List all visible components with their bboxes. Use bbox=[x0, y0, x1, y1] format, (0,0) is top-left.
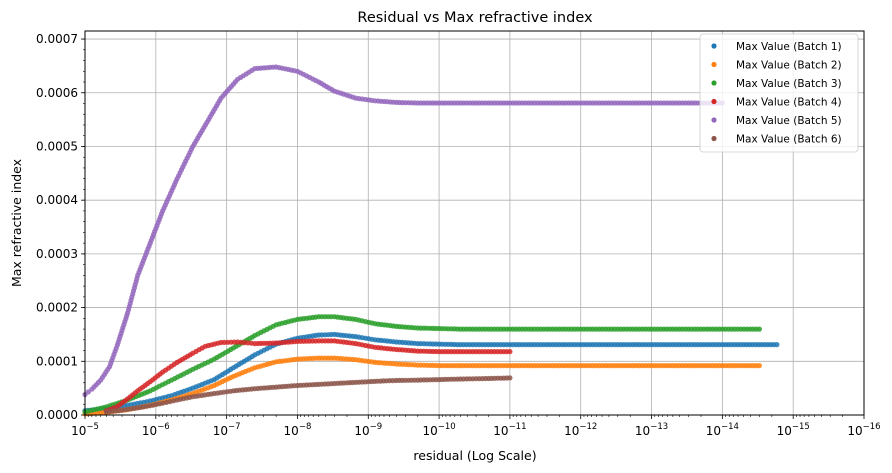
x-tick-label: 10−12 bbox=[564, 422, 597, 438]
x-tick-label: 10−8 bbox=[284, 422, 312, 438]
series-6 bbox=[103, 375, 513, 415]
data-point bbox=[756, 363, 763, 369]
legend-label: Max Value (Batch 1) bbox=[736, 41, 842, 53]
legend-box bbox=[699, 33, 859, 153]
y-tick-label: 0.0004 bbox=[36, 193, 78, 207]
y-tick-label: 0.0002 bbox=[36, 301, 78, 315]
series-3 bbox=[82, 314, 763, 415]
y-tick-label: 0.0007 bbox=[36, 32, 78, 46]
y-tick-label: 0.0001 bbox=[36, 354, 78, 368]
data-point bbox=[756, 326, 763, 332]
x-axis-label: residual (Log Scale) bbox=[413, 448, 536, 463]
legend-marker bbox=[711, 135, 717, 142]
y-tick-label: 0.0005 bbox=[36, 139, 78, 153]
legend-label: Max Value (Batch 6) bbox=[736, 134, 842, 146]
legend-marker bbox=[711, 61, 717, 68]
plot-area bbox=[82, 64, 780, 417]
x-tick-label: 10−6 bbox=[142, 422, 170, 438]
y-tick-label: 0.0000 bbox=[36, 408, 78, 422]
y-tick-label: 0.0003 bbox=[36, 247, 78, 261]
series-5 bbox=[82, 64, 726, 398]
legend-marker bbox=[711, 43, 717, 49]
x-tick-label: 10−16 bbox=[847, 422, 880, 438]
legend-label: Max Value (Batch 4) bbox=[736, 97, 842, 109]
data-point bbox=[507, 375, 513, 381]
data-point bbox=[507, 349, 513, 355]
x-axis: 10−5 10−6 10−7 10−8 10−9 10−10 10−11 10−12 10−13… bbox=[71, 415, 881, 438]
legend-label: Max Value (Batch 3) bbox=[736, 78, 842, 90]
x-tick-label: 10−9 bbox=[354, 422, 382, 438]
legend: Max Value (Batch 1) Max Value (Batch 2) Ma… bbox=[699, 33, 859, 153]
x-tick-label: 10−7 bbox=[213, 422, 241, 438]
x-tick-label: 10−14 bbox=[706, 422, 739, 438]
x-tick-label: 10−11 bbox=[493, 422, 526, 438]
legend-marker bbox=[711, 117, 717, 123]
legend-label: Max Value (Batch 5) bbox=[736, 115, 842, 127]
y-axis-label: Max refractive index bbox=[9, 159, 24, 287]
plot-frame bbox=[84, 30, 865, 416]
x-tick-label: 10−5 bbox=[71, 422, 99, 438]
x-tick-label: 10−10 bbox=[422, 422, 455, 438]
x-tick-label: 10−13 bbox=[635, 422, 668, 438]
x-tick-label: 10−15 bbox=[777, 422, 810, 438]
legend-marker bbox=[711, 80, 717, 86]
legend-marker bbox=[711, 98, 717, 105]
data-point bbox=[774, 342, 780, 348]
y-tick-label: 0.0006 bbox=[36, 86, 78, 100]
legend-label: Max Value (Batch 2) bbox=[736, 60, 842, 72]
y-axis: 0.0000 0.0001 0.0002 0.0003 0.0004 0.0005 0.00… bbox=[36, 32, 85, 422]
data-point bbox=[85, 389, 91, 395]
series-4 bbox=[103, 338, 513, 414]
chart-title: Residual vs Max refractive index bbox=[357, 10, 593, 26]
